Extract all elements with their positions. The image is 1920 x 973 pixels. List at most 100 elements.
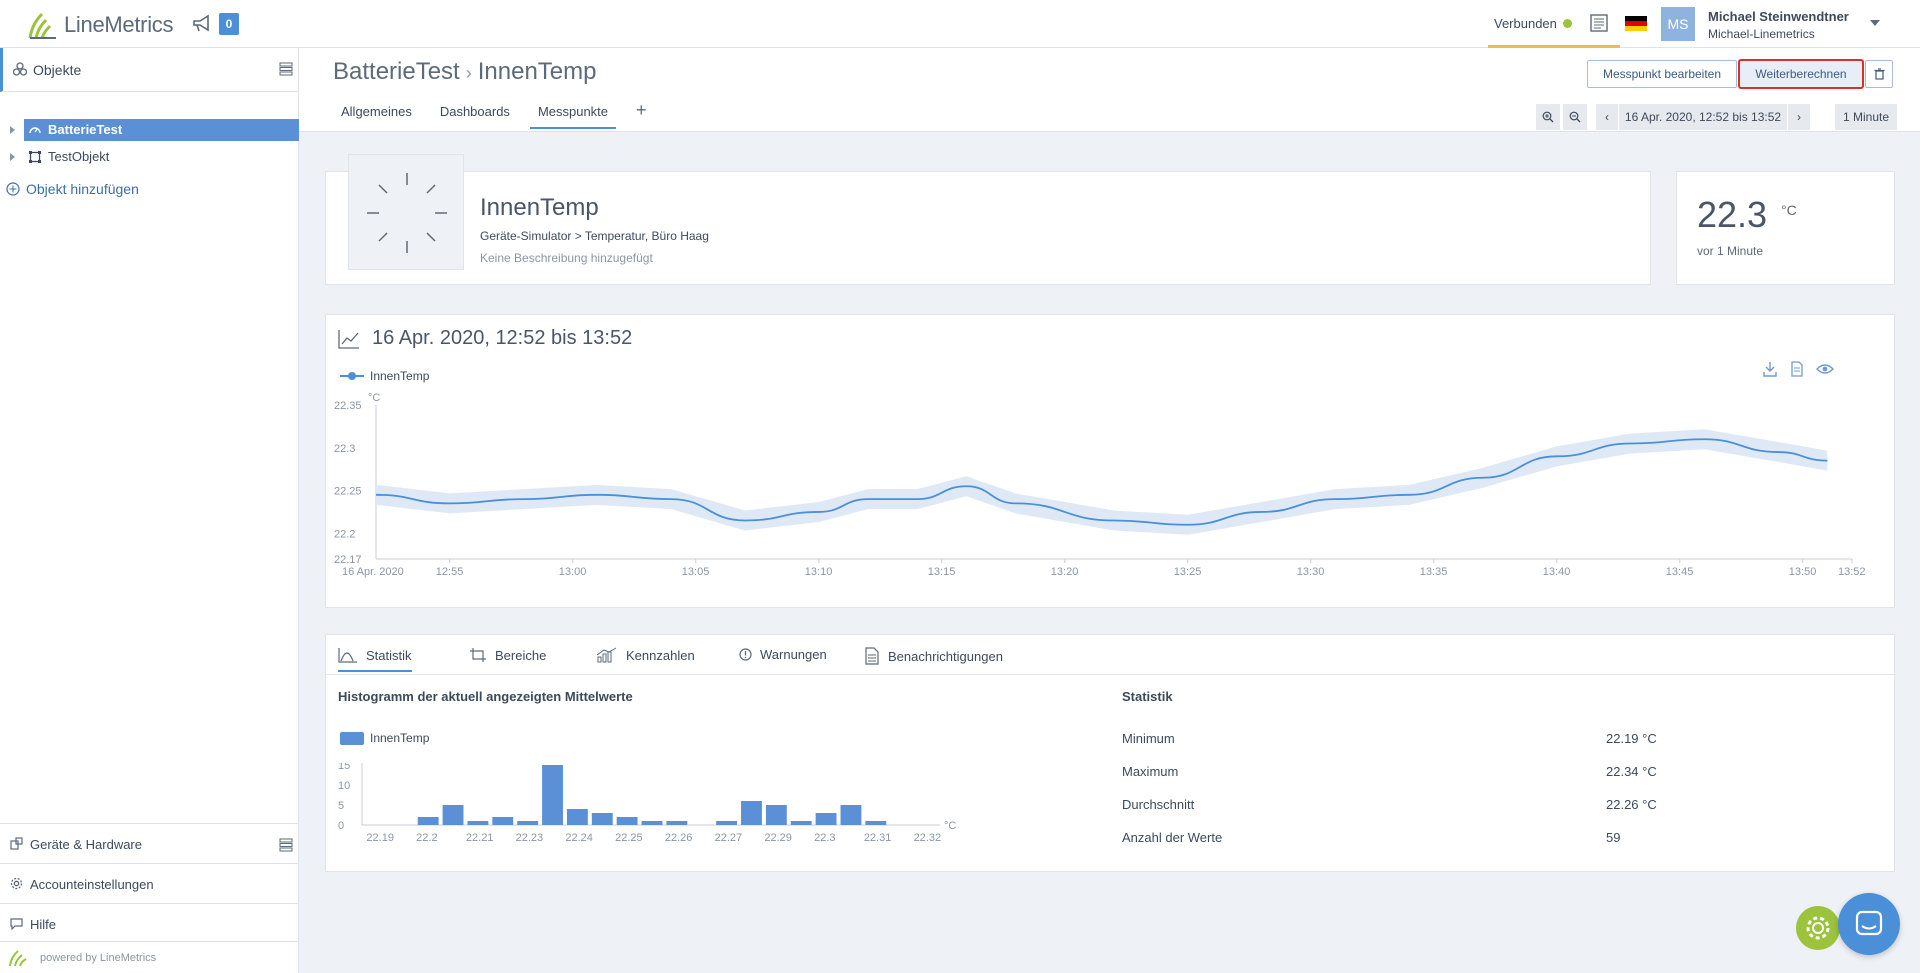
histogram-bar[interactable] (417, 817, 439, 825)
gear-icon (1806, 916, 1830, 940)
chart-legend[interactable]: InnenTemp (340, 369, 429, 383)
download-icon[interactable] (1763, 361, 1777, 377)
histogram-bar[interactable] (442, 805, 464, 825)
histogram-title: Histogramm der aktuell angezeigten Mitte… (338, 689, 633, 704)
x-tick-label: 13:45 (1666, 566, 1694, 578)
newspaper-icon[interactable] (1589, 13, 1609, 33)
sidebar-item-help[interactable]: Hilfe (0, 903, 299, 943)
chevron-down-icon[interactable] (1870, 20, 1880, 26)
histogram-bar[interactable] (865, 821, 887, 825)
x-tick-label: 13:30 (1297, 566, 1325, 578)
sidebar-header-label: Objekte (33, 62, 82, 78)
breadcrumb-parent[interactable]: BatterieTest (333, 58, 460, 85)
histogram-bar[interactable] (840, 805, 862, 825)
sidebar-header-objects[interactable]: Objekte (0, 48, 299, 92)
avatar[interactable]: MS (1661, 7, 1695, 41)
tab-label: Warnungen (760, 647, 827, 662)
chevron-left-icon: ‹ (1605, 110, 1609, 124)
histogram-legend[interactable]: InnenTemp (340, 731, 429, 745)
tree-item-batterietest[interactable]: BatterieTest (0, 119, 299, 141)
logo[interactable]: LineMetrics (28, 10, 173, 40)
zoom-out-button[interactable] (1563, 104, 1587, 130)
zoom-in-button[interactable] (1536, 104, 1560, 130)
document-icon[interactable] (1791, 361, 1803, 377)
megaphone-icon[interactable] (192, 14, 214, 34)
user-account[interactable]: Michael-Linemetrics (1708, 27, 1815, 41)
histogram-bar[interactable] (741, 801, 762, 825)
measurement-title: InnenTemp (480, 194, 599, 221)
edit-measurement-button[interactable]: Messpunkt bearbeiten (1587, 60, 1737, 88)
histogram-bar[interactable] (790, 821, 812, 825)
tab-bereiche[interactable]: Bereiche (469, 647, 546, 663)
objects-icon (13, 62, 27, 76)
list-menu-icon[interactable] (279, 62, 293, 76)
legend-line-marker-icon (340, 372, 364, 380)
plus-circle-icon (6, 182, 20, 196)
histogram-bar[interactable] (517, 821, 539, 825)
tree-item-testobjekt[interactable]: TestObjekt (0, 146, 299, 168)
eye-icon[interactable] (1816, 363, 1834, 375)
tab-label: Kennzahlen (626, 647, 695, 663)
resolution-selector[interactable]: 1 Minute (1835, 104, 1897, 130)
expand-arrow-icon[interactable] (10, 126, 15, 134)
time-range-selector[interactable]: 16 Apr. 2020, 12:52 bis 13:52 (1619, 104, 1787, 130)
y-axis-min-label: 22.17 (334, 554, 362, 566)
stat-label-maximum: Maximum (1122, 764, 1179, 779)
histogram-bar[interactable] (765, 805, 787, 825)
connection-indicator-bar (1488, 45, 1620, 48)
recalculate-button[interactable]: Weiterberechnen (1738, 59, 1864, 89)
tree-item-box[interactable]: TestObjekt (24, 146, 299, 168)
x-tick-label: 22.32 (914, 832, 942, 844)
notification-badge[interactable]: 0 (219, 13, 239, 35)
tab-kennzahlen[interactable]: Kennzahlen (596, 647, 695, 663)
german-flag-icon[interactable] (1625, 16, 1647, 31)
user-name[interactable]: Michael Steinwendtner (1708, 9, 1849, 24)
stat-value-count: 59 (1606, 830, 1621, 845)
trash-icon (1874, 68, 1884, 80)
chart-title: 16 Apr. 2020, 12:52 bis 13:52 (372, 327, 633, 349)
sidebar-item-account[interactable]: Accounteinstellungen (0, 863, 299, 903)
tab-allgemeines[interactable]: Allgemeines (341, 104, 412, 119)
x-tick-label: 13:52 (1838, 566, 1866, 578)
tab-statistik[interactable]: Statistik (338, 647, 412, 672)
warning-circle-icon (739, 648, 752, 661)
histogram-bar[interactable] (666, 821, 688, 825)
tab-benachrichtigungen[interactable]: Benachrichtigungen (864, 647, 1003, 665)
histogram-bar[interactable] (467, 821, 489, 825)
previous-range-button[interactable]: ‹ (1596, 104, 1618, 130)
histogram-bar[interactable] (815, 813, 837, 825)
crop-range-icon (470, 648, 486, 662)
histogram-chart[interactable]: 15 10 5 0 22.19 22.2 22.21 22.23 22.24 22.25 22.2… (326, 763, 966, 863)
tab-warnungen[interactable]: Warnungen (739, 647, 827, 662)
histogram-bar[interactable] (616, 817, 638, 825)
tab-dashboards[interactable]: Dashboards (439, 104, 510, 119)
settings-fab[interactable] (1796, 906, 1840, 950)
histogram-bar[interactable] (566, 809, 588, 825)
chat-fab[interactable] (1838, 893, 1900, 955)
x-tick-label: 13:10 (805, 566, 833, 578)
list-menu-icon[interactable] (279, 838, 293, 852)
devices-icon (10, 837, 23, 850)
histogram-bar[interactable] (641, 821, 663, 825)
histogram-bar[interactable] (542, 765, 563, 825)
add-tab-plus-icon[interactable]: + (636, 100, 647, 120)
histogram-bar[interactable] (492, 817, 514, 825)
gauge-icon (29, 127, 41, 134)
add-object-link[interactable]: Objekt hinzufügen (6, 181, 139, 197)
line-chart-card: 16 Apr. 2020, 12:52 bis 13:52 InnenTemp … (325, 314, 1895, 608)
expand-arrow-icon[interactable] (10, 153, 15, 161)
stat-label-average: Durchschnitt (1122, 797, 1195, 812)
next-range-button[interactable]: › (1788, 104, 1810, 130)
line-chart-icon (338, 330, 359, 349)
line-chart[interactable]: °C 22.35 22.3 22.25 22.2 22.17 16 Apr. 2020… (326, 385, 1896, 609)
connection-status-label: Verbunden (1494, 16, 1557, 31)
histogram-bar[interactable] (716, 821, 738, 825)
histogram-bar[interactable] (591, 813, 613, 825)
tab-messpunkte[interactable]: Messpunkte (529, 104, 617, 129)
tree-item-box[interactable]: BatterieTest (24, 119, 299, 141)
sidebar-item-devices[interactable]: Geräte & Hardware (0, 823, 299, 863)
chevron-right-icon: › (465, 63, 472, 83)
stat-value-average: 22.26 °C (1606, 797, 1657, 812)
delete-button[interactable] (1865, 60, 1893, 88)
add-object-label: Objekt hinzufügen (26, 181, 139, 197)
